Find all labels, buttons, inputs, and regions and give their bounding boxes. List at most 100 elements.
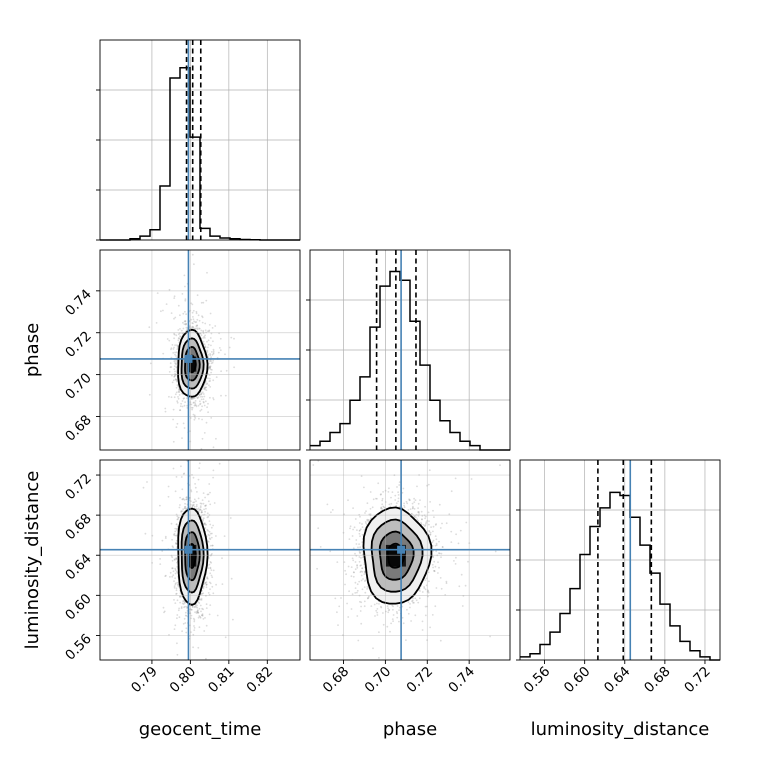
sample-point — [224, 636, 227, 639]
sample-point — [174, 534, 176, 537]
sample-point — [193, 501, 196, 504]
sample-point — [190, 397, 193, 400]
sample-point — [183, 601, 186, 603]
sample-point — [212, 352, 215, 354]
y-tick-label: 0.70 — [62, 370, 95, 403]
sample-point — [172, 467, 175, 470]
sample-point — [175, 380, 178, 383]
sample-point — [225, 369, 228, 372]
sample-point — [206, 528, 209, 531]
sample-point — [204, 617, 206, 619]
sample-point — [181, 293, 184, 295]
sample-point — [194, 321, 197, 324]
sample-point — [194, 688, 196, 690]
sample-point — [198, 607, 201, 610]
sample-point — [170, 396, 173, 399]
sample-point — [207, 330, 209, 333]
sample-point — [182, 508, 185, 511]
sample-point — [194, 605, 196, 608]
sample-point — [177, 518, 179, 520]
sample-point — [176, 566, 179, 568]
sample-point — [181, 488, 184, 491]
sample-point — [173, 346, 175, 349]
sample-point — [182, 321, 184, 324]
sample-point — [202, 517, 205, 520]
sample-point — [174, 572, 177, 575]
sample-point — [192, 326, 195, 328]
sample-point — [206, 493, 209, 496]
sample-point — [180, 336, 182, 338]
sample-point — [172, 379, 175, 382]
sample-point — [204, 527, 207, 529]
sample-point — [185, 323, 187, 325]
sample-point — [217, 351, 220, 354]
sample-point — [148, 393, 151, 396]
sample-point — [204, 505, 207, 507]
sample-point — [175, 391, 178, 394]
sample-point — [221, 583, 224, 585]
sample-point — [173, 297, 176, 299]
sample-point — [174, 344, 177, 346]
sample-point — [209, 396, 211, 399]
sample-point — [181, 437, 183, 439]
sample-point — [201, 395, 204, 398]
sample-point — [177, 397, 180, 400]
sample-point — [193, 619, 196, 621]
panel-content — [100, 460, 300, 690]
sample-point — [191, 506, 194, 508]
sample-point — [198, 327, 201, 330]
sample-point — [149, 362, 152, 365]
sample-point — [173, 333, 176, 336]
sample-point — [176, 401, 179, 404]
sample-point — [202, 401, 205, 404]
sample-point — [196, 328, 199, 331]
sample-point — [169, 571, 172, 574]
sample-point — [203, 387, 206, 390]
sample-point — [177, 609, 180, 612]
sample-point — [205, 386, 207, 389]
sample-point — [142, 486, 145, 489]
sample-point — [202, 592, 205, 595]
sample-point — [206, 340, 208, 343]
sample-point — [201, 614, 203, 617]
sample-point — [207, 353, 210, 356]
sample-point — [170, 356, 173, 359]
sample-point — [190, 406, 193, 409]
sample-point — [177, 329, 180, 331]
sample-point — [191, 398, 193, 400]
sample-point — [210, 569, 213, 571]
sample-point — [185, 508, 188, 510]
sample-point — [174, 316, 177, 319]
sample-point — [178, 607, 181, 610]
sample-point — [173, 586, 176, 589]
sample-point — [205, 583, 208, 586]
sample-point — [179, 504, 181, 506]
sample-point — [201, 321, 204, 324]
sample-point — [173, 532, 176, 535]
sample-point — [205, 386, 207, 389]
sample-point — [191, 303, 194, 306]
sample-point — [204, 346, 207, 349]
sample-point — [192, 327, 195, 329]
sample-point — [200, 301, 203, 304]
sample-point — [209, 386, 212, 388]
sample-point — [183, 274, 186, 277]
sample-point — [206, 406, 209, 409]
sample-point — [186, 605, 188, 608]
sample-point — [180, 595, 183, 598]
sample-point — [202, 400, 205, 403]
contour-level-2 — [184, 345, 201, 382]
sample-point — [202, 587, 205, 590]
sample-point — [195, 321, 198, 323]
sample-point — [198, 598, 201, 601]
sample-point — [212, 569, 215, 572]
sample-point — [211, 532, 213, 535]
sample-point — [176, 529, 179, 532]
sample-point — [202, 585, 205, 588]
sample-point — [206, 516, 209, 519]
sample-point — [195, 503, 198, 506]
sample-point — [162, 309, 164, 312]
sample-point — [209, 582, 212, 585]
sample-point — [190, 490, 193, 493]
sample-point — [162, 606, 165, 609]
